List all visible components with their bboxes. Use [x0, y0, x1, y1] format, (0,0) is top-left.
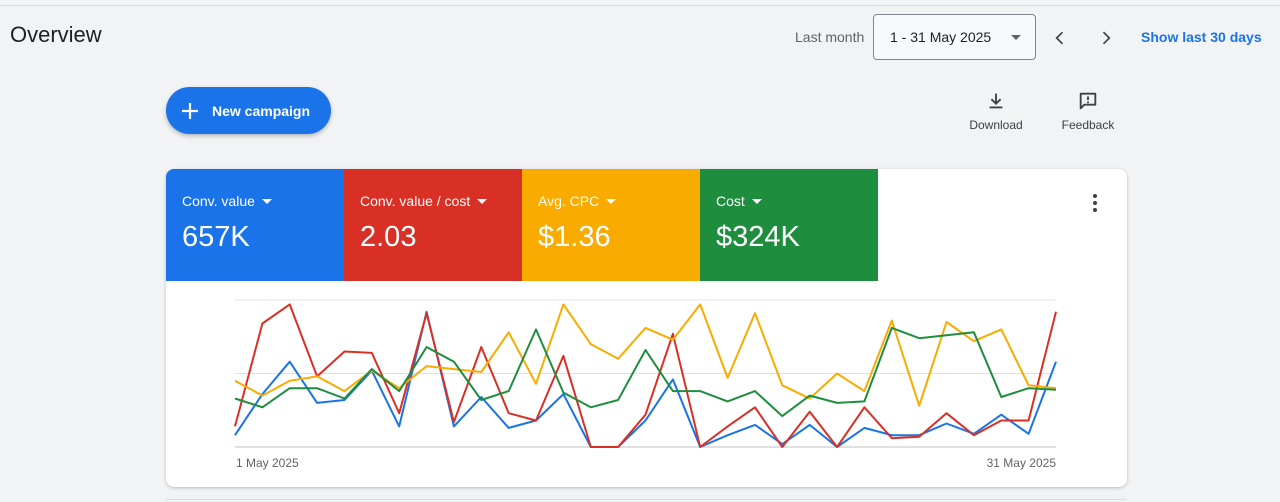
dropdown-arrow-icon [751, 198, 762, 204]
new-campaign-label: New campaign [212, 102, 311, 119]
series-line-3 [234, 303, 1057, 407]
next-period-button[interactable] [1092, 24, 1120, 52]
x-tick-start: 1 May 2025 [236, 456, 299, 470]
chart-series [234, 303, 1057, 448]
metric-label: Avg. CPC [538, 193, 600, 209]
performance-line-chart: 1 May 2025 31 May 2025 [234, 299, 1057, 470]
series-line-2 [234, 303, 1057, 448]
dropdown-arrow-icon [261, 198, 272, 204]
dropdown-arrow-icon [606, 198, 617, 204]
performance-card: Conv. value 657K Conv. value / cost 2.03… [166, 169, 1127, 487]
metric-value: $1.36 [538, 221, 611, 253]
metric-label: Conv. value / cost [360, 193, 471, 209]
metric-label: Cost [716, 193, 745, 209]
metric-conv-value[interactable]: Conv. value 657K [166, 169, 344, 281]
metric-cost[interactable]: Cost $324K [700, 169, 878, 281]
feedback-label: Feedback [1061, 118, 1115, 132]
metric-conv-value-per-cost-label-row: Conv. value / cost [360, 193, 488, 209]
series-line-1 [234, 310, 1057, 448]
metric-cost-label-row: Cost [716, 193, 762, 209]
more-vert-icon-dot [1093, 208, 1097, 212]
download-icon [989, 93, 1003, 109]
date-range-label: Last month [795, 29, 865, 45]
page-title: Overview [10, 22, 102, 47]
metric-avg-cpc[interactable]: Avg. CPC $1.36 [522, 169, 700, 281]
date-range-value: 1 - 31 May 2025 [890, 29, 992, 45]
series-line-4 [234, 326, 1057, 418]
top-divider [0, 5, 1280, 6]
dropdown-caret-icon [1011, 35, 1021, 40]
metric-value: $324K [716, 221, 800, 253]
metric-label: Conv. value [182, 193, 255, 209]
bottom-divider [166, 499, 1127, 500]
chevron-left-icon [1055, 31, 1064, 45]
feedback-icon [1079, 92, 1097, 110]
metric-conv-value-per-cost[interactable]: Conv. value / cost 2.03 [344, 169, 522, 281]
download-label: Download [969, 118, 1023, 132]
show-last-30-days-link[interactable]: Show last 30 days [1141, 29, 1262, 45]
dropdown-arrow-icon [477, 198, 488, 204]
feedback-button[interactable]: Feedback [1054, 90, 1122, 132]
download-button[interactable]: Download [962, 90, 1030, 132]
metric-avg-cpc-label-row: Avg. CPC [538, 193, 617, 209]
metric-value: 657K [182, 221, 250, 253]
more-vert-icon-dot [1093, 194, 1097, 198]
more-options-button[interactable] [1086, 191, 1104, 215]
more-vert-icon-dot [1093, 201, 1097, 205]
plus-icon [179, 100, 201, 122]
chart-grid [235, 299, 1056, 448]
new-campaign-button[interactable]: New campaign [166, 87, 331, 134]
metric-conv-value-label-row: Conv. value [182, 193, 272, 209]
metric-value: 2.03 [360, 221, 417, 253]
chevron-right-icon [1102, 31, 1111, 45]
previous-period-button[interactable] [1046, 24, 1074, 52]
date-range-select[interactable]: 1 - 31 May 2025 [873, 14, 1036, 60]
x-tick-end: 31 May 2025 [987, 456, 1057, 470]
